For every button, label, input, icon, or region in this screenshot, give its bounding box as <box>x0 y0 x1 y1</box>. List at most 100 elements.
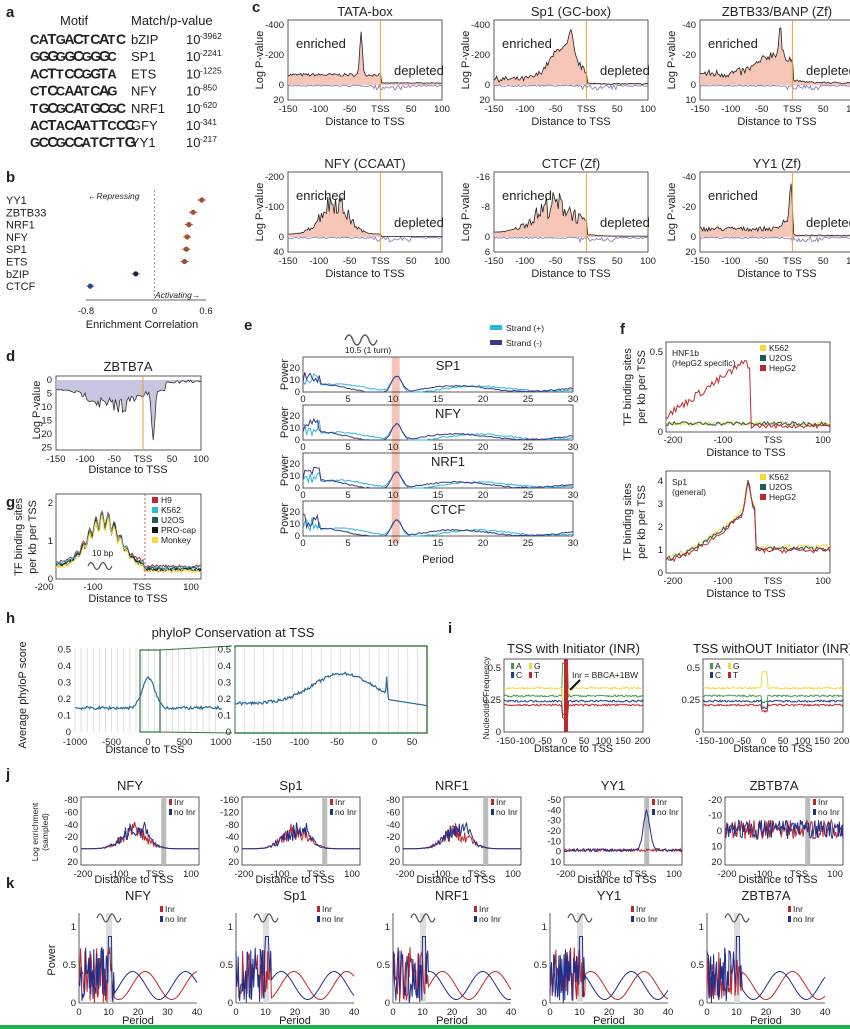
j-legend-label: no Inr <box>174 807 196 817</box>
c-x-tick: -150 <box>484 256 503 267</box>
k-legend-swatch <box>317 906 320 912</box>
e-ylabel: Power <box>279 359 291 391</box>
b-xlabel: Enrichment Correlation <box>86 319 199 331</box>
motif-letter: G <box>107 101 117 116</box>
k-x-tick: 0 <box>390 1007 395 1018</box>
k-panel-title: NFY <box>125 888 151 903</box>
i-x-tick: 50 <box>778 736 789 747</box>
i-y-tick: 0.5 <box>687 663 700 674</box>
k-legend-label: Inr <box>636 904 646 914</box>
window-bottom-border <box>0 1025 850 1029</box>
j-y-tick: -20 <box>547 826 561 837</box>
motif-letter: C <box>39 65 49 81</box>
k-y-tick: 1 <box>699 922 704 933</box>
e-strand-line <box>302 466 574 489</box>
k-x-tick: 10 <box>731 1007 742 1018</box>
c-frame <box>699 171 850 253</box>
e-panel-title: NRF1 <box>431 454 465 469</box>
h-zoom-x-tick: 0 <box>372 737 377 748</box>
j-y-tick: 0 <box>556 847 561 858</box>
h-x-tick: -1000 <box>63 737 87 748</box>
j-legend-label: no Inr <box>335 807 357 817</box>
c-panel-title: ZBTB33/BANP (Zf) <box>722 4 832 19</box>
c-enriched-area <box>288 197 442 237</box>
c-panel: TATA-box enriched depleted -400 -200 0 20-150 -… <box>254 4 450 128</box>
panel-label-e: e <box>244 317 252 334</box>
motif-letter: G <box>47 48 59 65</box>
c-enrichment-line <box>288 196 442 237</box>
d-area <box>56 380 201 441</box>
e-x-tick: 20 <box>478 538 489 549</box>
k-legend-swatch <box>631 906 634 912</box>
f-x-tick: -100 <box>713 576 732 587</box>
j-y-tick: -10 <box>708 811 722 822</box>
j-x-tick: 100 <box>827 869 843 880</box>
c-ylabel: Log P-value <box>666 31 678 90</box>
i-x-tick: 150 <box>615 736 631 747</box>
j-y-tick: -20 <box>386 832 400 843</box>
g-ylabel2: per kb per TSS <box>27 500 39 574</box>
motif-letter: T <box>82 84 90 99</box>
c-enriched-label: enriched <box>708 36 758 51</box>
e-y-tick: 10 <box>289 423 300 434</box>
h-zoom-y-tick: 0.4 <box>218 661 231 672</box>
h-y-tick: 0.5 <box>58 645 71 656</box>
c-y-tick: 0 <box>691 80 696 91</box>
k-x-tick: 20 <box>447 1007 458 1018</box>
f-legend-label: U2OS <box>769 482 792 492</box>
i-x-tick: 0 <box>562 736 567 747</box>
i-x-tick: -50 <box>538 736 552 747</box>
i-panel: TSS with Initiator (INR) Inr = BBCA+1BW A G… <box>483 641 651 755</box>
j-tss-band <box>322 797 328 865</box>
c-frame <box>287 171 443 253</box>
j-legend-label: Inr <box>818 797 828 807</box>
c-depleted-label: depleted <box>806 215 850 230</box>
motif-letter: T <box>47 31 56 48</box>
j-x-tick: -100 <box>592 869 611 880</box>
i-ylabel: Nucleotide Frequency <box>481 656 491 739</box>
j-x-tick: 100 <box>344 869 360 880</box>
j-x-tick: TSS <box>146 869 164 880</box>
e-x-tick: 15 <box>433 538 444 549</box>
i-legend-swatch <box>529 672 532 678</box>
h-zoom-y-tick: 0 <box>226 727 231 738</box>
h-zoom-y-tick: 0.3 <box>218 678 231 689</box>
b-activating-label: Activating→ <box>154 290 200 300</box>
b-category-label: YY1 <box>6 195 27 207</box>
c-panel-title: YY1 (Zf) <box>753 156 801 171</box>
k-period-band <box>734 913 740 1003</box>
g-x-tick: 100 <box>183 582 199 593</box>
e-strand-line <box>302 372 574 393</box>
k-panel-title: Sp1 <box>283 888 306 903</box>
f-legend-swatch <box>760 484 766 490</box>
motif-letter: A <box>64 31 74 47</box>
e-y-tick: 20 <box>289 411 300 422</box>
k-helix-icon <box>567 913 593 923</box>
i-legend-swatch <box>710 663 713 669</box>
k-legend-swatch <box>317 916 320 922</box>
j-legend-label: Inr <box>657 797 667 807</box>
j-y-tick: -20 <box>708 795 722 806</box>
motif-tf-name: NFY <box>131 84 157 99</box>
motif-pvalue: 10 <box>186 66 200 81</box>
k-legend-label: Inr <box>479 904 489 914</box>
e-legend-minus: Strand (-) <box>506 338 542 348</box>
motif-tf-name: YY1 <box>131 135 156 150</box>
e-x-tick: 30 <box>568 490 579 501</box>
e-y-tick: 20 <box>289 507 300 518</box>
c-x-tick: -150 <box>690 256 709 267</box>
i-legend-label: C <box>715 670 721 680</box>
motif-letter: C <box>107 118 117 133</box>
f-series-line <box>665 479 831 561</box>
k-legend-swatch <box>631 916 634 922</box>
f-series-line <box>665 420 831 427</box>
k-legend-label: no Inr <box>636 914 658 924</box>
k-x-tick: 10 <box>103 1007 114 1018</box>
i-xlabel: Distance to TSS <box>534 743 613 755</box>
c-xlabel: Distance to TSS <box>737 268 816 280</box>
